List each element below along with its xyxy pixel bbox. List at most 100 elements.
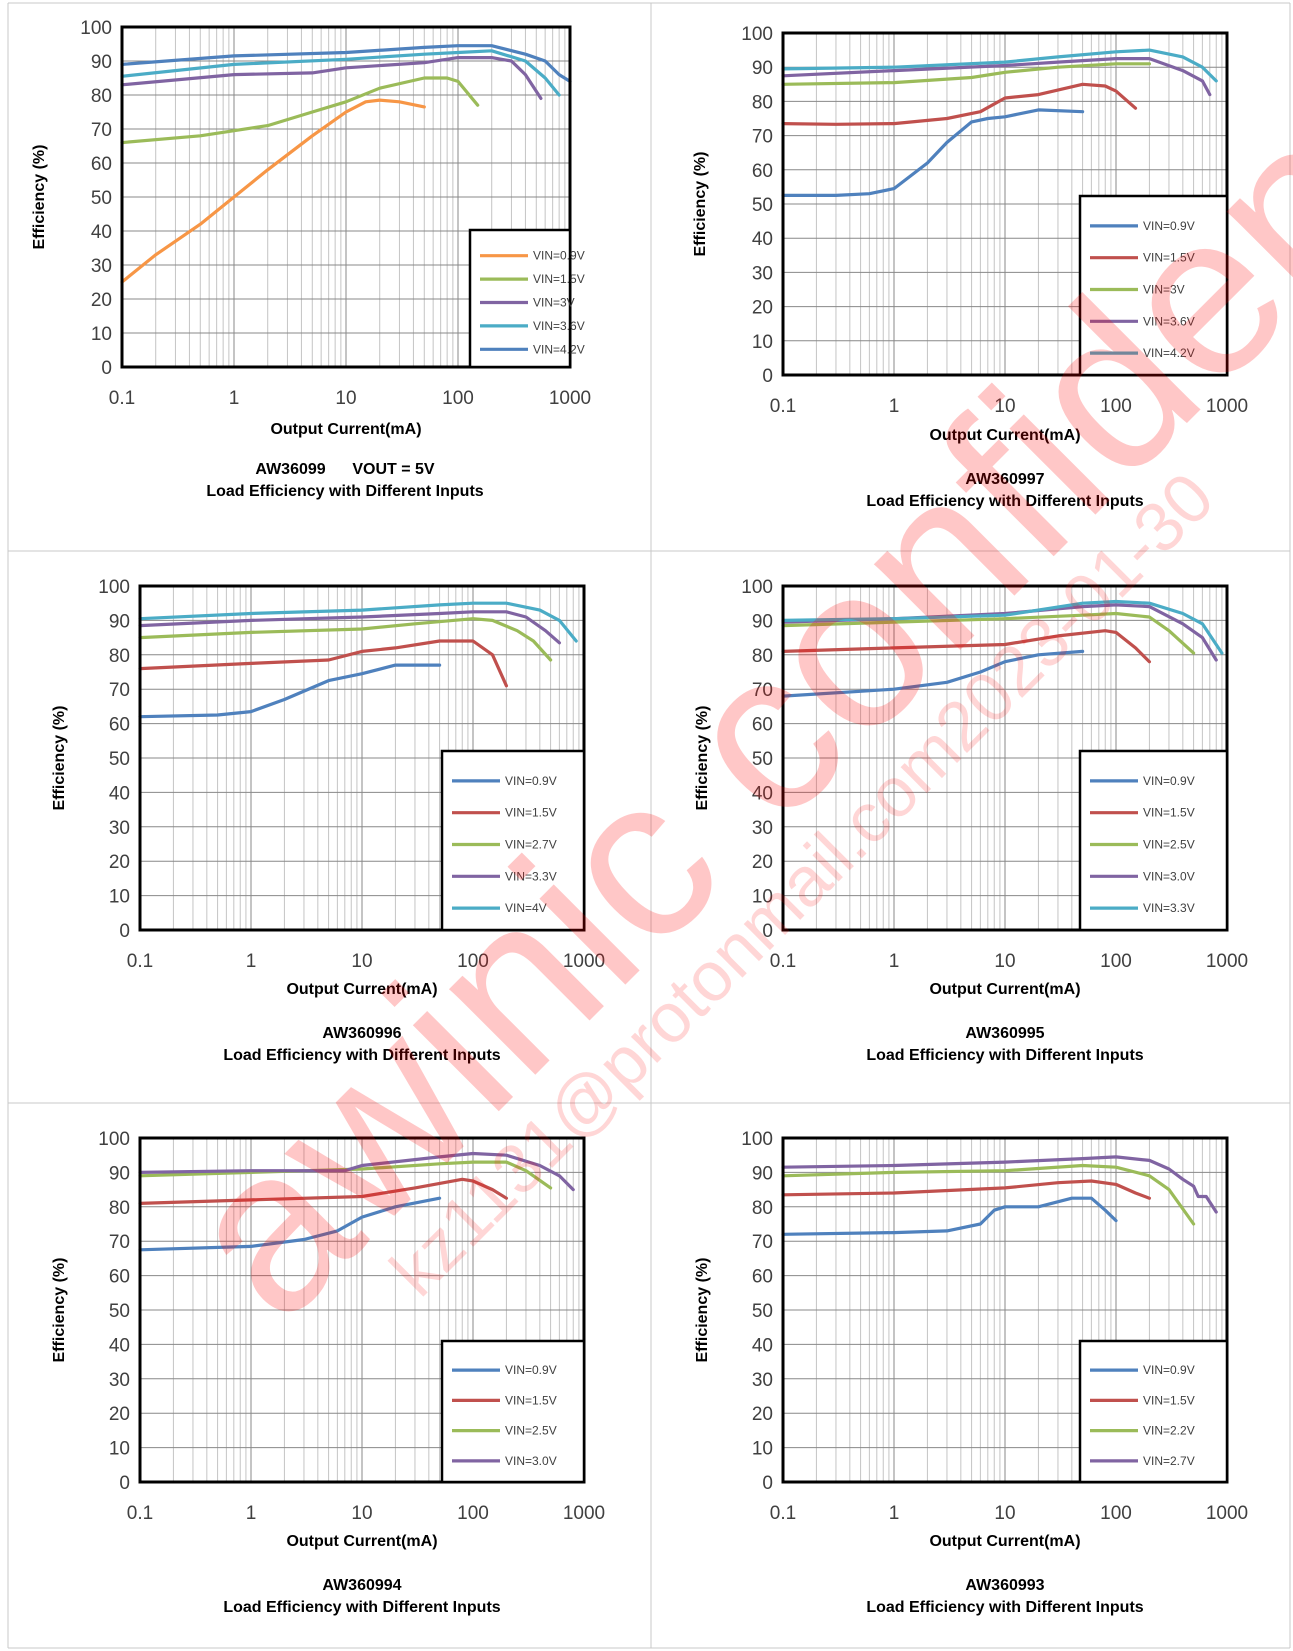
series-line xyxy=(120,56,543,100)
chart-legend: VIN=0.9V VIN=1.5V VIN=3V VIN=3.6V VIN=4.2V xyxy=(1078,194,1229,377)
series-line xyxy=(781,82,1138,126)
y-tick-label: 40 xyxy=(109,1335,130,1356)
y-tick-label: 70 xyxy=(752,1232,773,1253)
efficiency-chart-4: 0 10 20 30 40 50 60 70 80 90 100 0.1 1 10 100 1000 VIN=0… xyxy=(694,577,1248,1064)
legend-label: VIN=2.5V xyxy=(505,1424,557,1438)
x-tick-label: 100 xyxy=(457,951,489,972)
series-line xyxy=(138,601,578,643)
y-tick-label: 100 xyxy=(741,24,773,45)
series-line xyxy=(120,76,480,145)
y-tick-label: 20 xyxy=(752,852,773,873)
table-grid-lines xyxy=(7,2,1291,1649)
series-line xyxy=(781,629,1151,664)
x-axis-title: Output Current(mA) xyxy=(929,427,1080,444)
legend-label: VIN=1.5V xyxy=(1143,1393,1195,1407)
y-tick-label: 50 xyxy=(91,188,112,209)
chart-caption-description: Load Efficiency with Different Inputs xyxy=(223,1599,500,1616)
legend-label: VIN=4.2V xyxy=(1143,346,1195,360)
legend-box xyxy=(440,1339,586,1484)
legend-label: VIN=2.2V xyxy=(1143,1424,1195,1438)
series-line xyxy=(138,1196,442,1252)
chart-caption-part-number: AW360994 xyxy=(322,1577,401,1594)
series-line xyxy=(138,610,561,645)
efficiency-chart-6: 0 10 20 30 40 50 60 70 80 90 100 0.1 1 10 100 1000 VIN=0… xyxy=(694,1129,1248,1616)
efficiency-chart-5: 0 10 20 30 40 50 60 70 80 90 100 0.1 1 10 100 1000 VIN=0… xyxy=(51,1129,605,1616)
x-tick-label: 1000 xyxy=(1206,1503,1248,1524)
x-tick-label: 10 xyxy=(994,951,1015,972)
x-tick-label: 1000 xyxy=(563,951,605,972)
x-axis-title: Output Current(mA) xyxy=(286,1533,437,1550)
y-tick-label: 20 xyxy=(109,1404,130,1425)
y-tick-label: 80 xyxy=(91,86,112,107)
x-tick-label: 0.1 xyxy=(127,1503,153,1524)
y-tick-label: 10 xyxy=(752,1439,773,1460)
chart-caption-description: Load Efficiency with Different Inputs xyxy=(866,493,1143,510)
y-tick-label: 100 xyxy=(98,577,130,598)
series-line xyxy=(781,1179,1151,1200)
legend-label: VIN=3.0V xyxy=(505,1454,557,1468)
y-tick-label: 100 xyxy=(741,1129,773,1150)
series-line xyxy=(781,599,1224,655)
y-tick-label: 10 xyxy=(109,1439,130,1460)
legend-label: VIN=3.6V xyxy=(1143,314,1195,328)
x-tick-label: 100 xyxy=(1100,951,1132,972)
y-tick-label: 10 xyxy=(752,887,773,908)
watermark: awinic confidential kz1131@protonmail.co… xyxy=(133,0,1293,1365)
y-tick-label: 100 xyxy=(98,1129,130,1150)
y-tick-label: 50 xyxy=(109,1301,130,1322)
x-tick-label: 1000 xyxy=(1206,951,1248,972)
efficiency-chart-1: 0 10 20 30 40 50 60 70 80 90 100 0.1 1 10 100 1000 VIN=0… xyxy=(31,18,591,500)
y-axis-title: Efficiency (%) xyxy=(694,706,711,811)
y-tick-label: 20 xyxy=(752,298,773,319)
x-tick-label: 0.1 xyxy=(109,388,135,409)
legend-label: VIN=0.9V xyxy=(505,1363,557,1377)
x-tick-label: 100 xyxy=(442,388,474,409)
x-tick-label: 100 xyxy=(1100,1503,1132,1524)
x-axis-title: Output Current(mA) xyxy=(270,421,421,438)
legend-label: VIN=3V xyxy=(1143,283,1185,297)
chart-caption-description: Load Efficiency with Different Inputs xyxy=(866,1047,1143,1064)
x-tick-label: 1 xyxy=(229,388,240,409)
y-tick-label: 40 xyxy=(91,222,112,243)
y-tick-label: 90 xyxy=(109,1163,130,1184)
plot-frame xyxy=(781,1136,1229,1484)
chart-legend: VIN=0.9V VIN=1.5V VIN=3V VIN=3.6V VIN=4.2V xyxy=(468,228,585,369)
y-tick-label: 30 xyxy=(752,1370,773,1391)
x-tick-label: 1 xyxy=(889,1503,900,1524)
x-tick-label: 1 xyxy=(889,951,900,972)
series-line xyxy=(120,44,572,83)
legend-label: VIN=0.9V xyxy=(533,249,585,263)
y-tick-label: 80 xyxy=(109,646,130,667)
y-tick-label: 50 xyxy=(752,749,773,770)
x-tick-label: 10 xyxy=(994,396,1015,417)
y-tick-label: 10 xyxy=(91,324,112,345)
chart-caption-description: Load Efficiency with Different Inputs xyxy=(206,483,483,500)
y-axis-title: Efficiency (%) xyxy=(51,1258,68,1363)
series-line xyxy=(781,1196,1118,1236)
legend-label: VIN=0.9V xyxy=(1143,219,1195,233)
y-tick-label: 20 xyxy=(752,1404,773,1425)
y-tick-label: 90 xyxy=(752,1163,773,1184)
x-tick-label: 0.1 xyxy=(127,951,153,972)
y-axis-title: Efficiency (%) xyxy=(694,1258,711,1363)
y-tick-label: 80 xyxy=(752,1198,773,1219)
legend-label: VIN=2.5V xyxy=(1143,838,1195,852)
y-tick-label: 10 xyxy=(109,887,130,908)
y-tick-label: 30 xyxy=(109,1370,130,1391)
legend-label: VIN=1.5V xyxy=(505,1393,557,1407)
y-tick-label: 100 xyxy=(80,18,112,39)
y-tick-label: 80 xyxy=(752,646,773,667)
y-tick-label: 90 xyxy=(752,611,773,632)
y-tick-label: 60 xyxy=(752,715,773,736)
x-axis-title: Output Current(mA) xyxy=(929,1533,1080,1550)
x-tick-label: 0.1 xyxy=(770,1503,796,1524)
y-tick-label: 50 xyxy=(752,1301,773,1322)
plot-frame xyxy=(120,25,572,369)
y-tick-label: 40 xyxy=(752,1335,773,1356)
y-tick-label: 50 xyxy=(752,195,773,216)
legend-label: VIN=1.5V xyxy=(533,272,585,286)
y-tick-label: 70 xyxy=(91,120,112,141)
plot-gridlines xyxy=(140,585,584,931)
y-tick-label: 40 xyxy=(752,229,773,250)
